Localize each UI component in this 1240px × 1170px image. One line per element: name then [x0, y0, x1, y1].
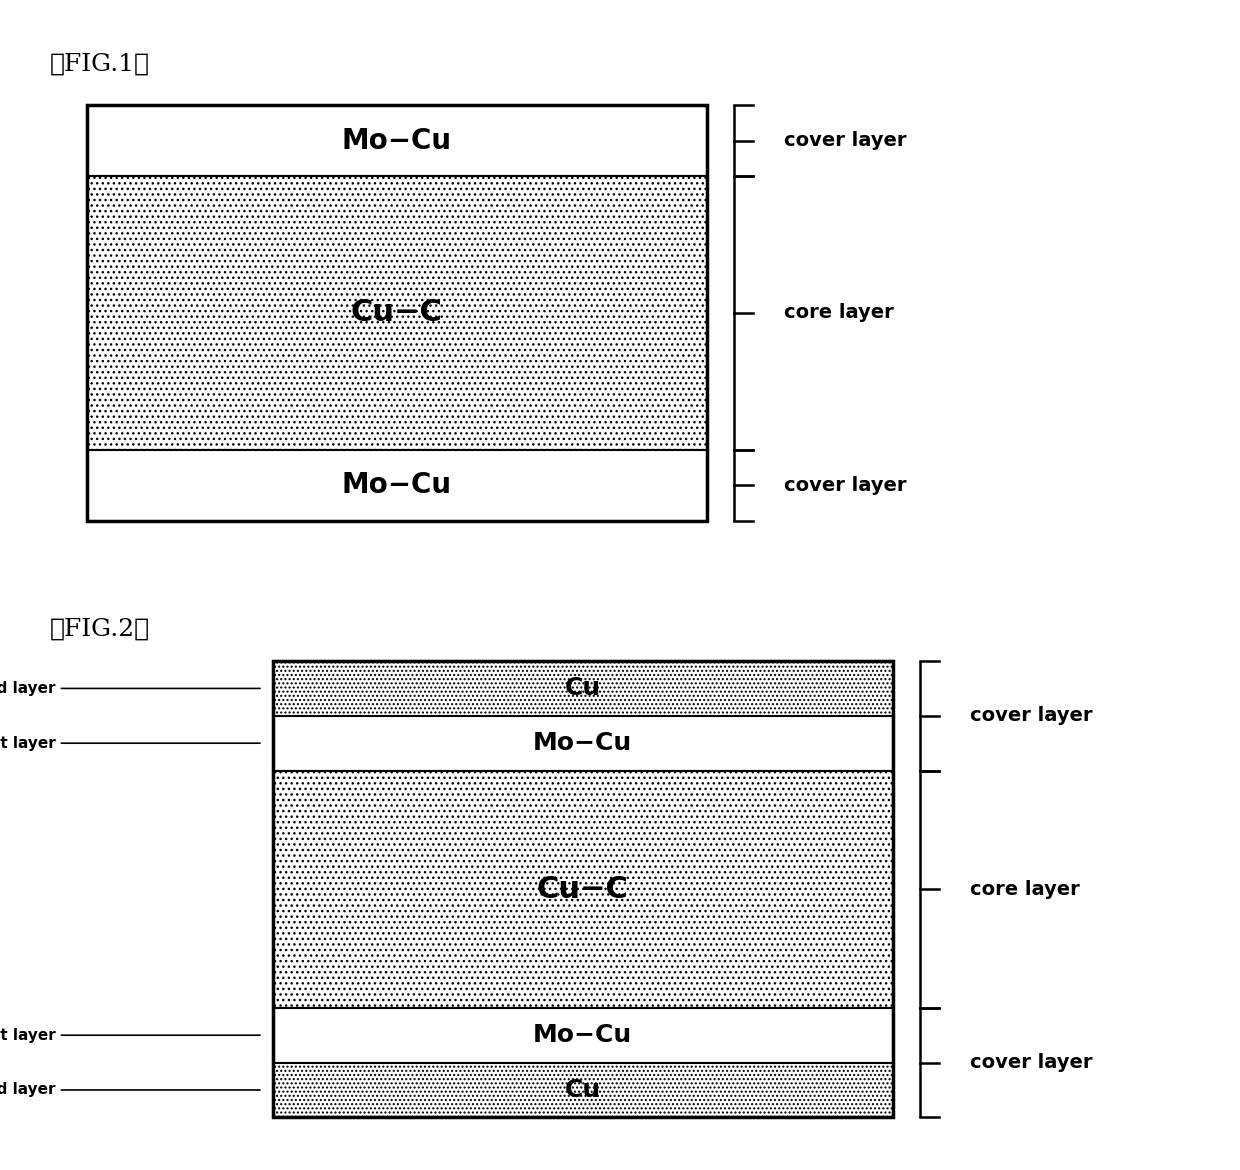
Text: Mo−Cu: Mo−Cu: [342, 126, 451, 154]
Text: second layer: second layer: [0, 1082, 260, 1097]
Bar: [273, 1062, 893, 1117]
Text: Mo−Cu: Mo−Cu: [342, 472, 451, 500]
Bar: [273, 716, 893, 771]
Text: first layer: first layer: [0, 736, 260, 751]
Bar: [273, 661, 893, 1117]
Bar: [273, 1007, 893, 1062]
Text: second layer: second layer: [0, 681, 260, 696]
Bar: [87, 105, 707, 521]
Text: 【FIG.2】: 【FIG.2】: [50, 618, 150, 641]
Text: 【FIG.1】: 【FIG.1】: [50, 53, 150, 76]
Text: cover layer: cover layer: [784, 131, 906, 150]
Text: core layer: core layer: [970, 880, 1080, 899]
Text: cover layer: cover layer: [970, 1053, 1092, 1072]
Bar: [87, 450, 707, 521]
Text: Cu−C: Cu−C: [537, 875, 629, 903]
Text: Mo−Cu: Mo−Cu: [533, 731, 632, 755]
Text: cover layer: cover layer: [784, 476, 906, 495]
Text: Mo−Cu: Mo−Cu: [533, 1024, 632, 1047]
Bar: [273, 771, 893, 1007]
Bar: [273, 661, 893, 716]
Text: cover layer: cover layer: [970, 707, 1092, 725]
Bar: [87, 176, 707, 450]
Bar: [87, 105, 707, 176]
Text: Cu: Cu: [564, 676, 601, 701]
Text: core layer: core layer: [784, 303, 894, 323]
Text: first layer: first layer: [0, 1027, 260, 1042]
Text: Cu−C: Cu−C: [351, 298, 443, 328]
Text: Cu: Cu: [564, 1078, 601, 1102]
